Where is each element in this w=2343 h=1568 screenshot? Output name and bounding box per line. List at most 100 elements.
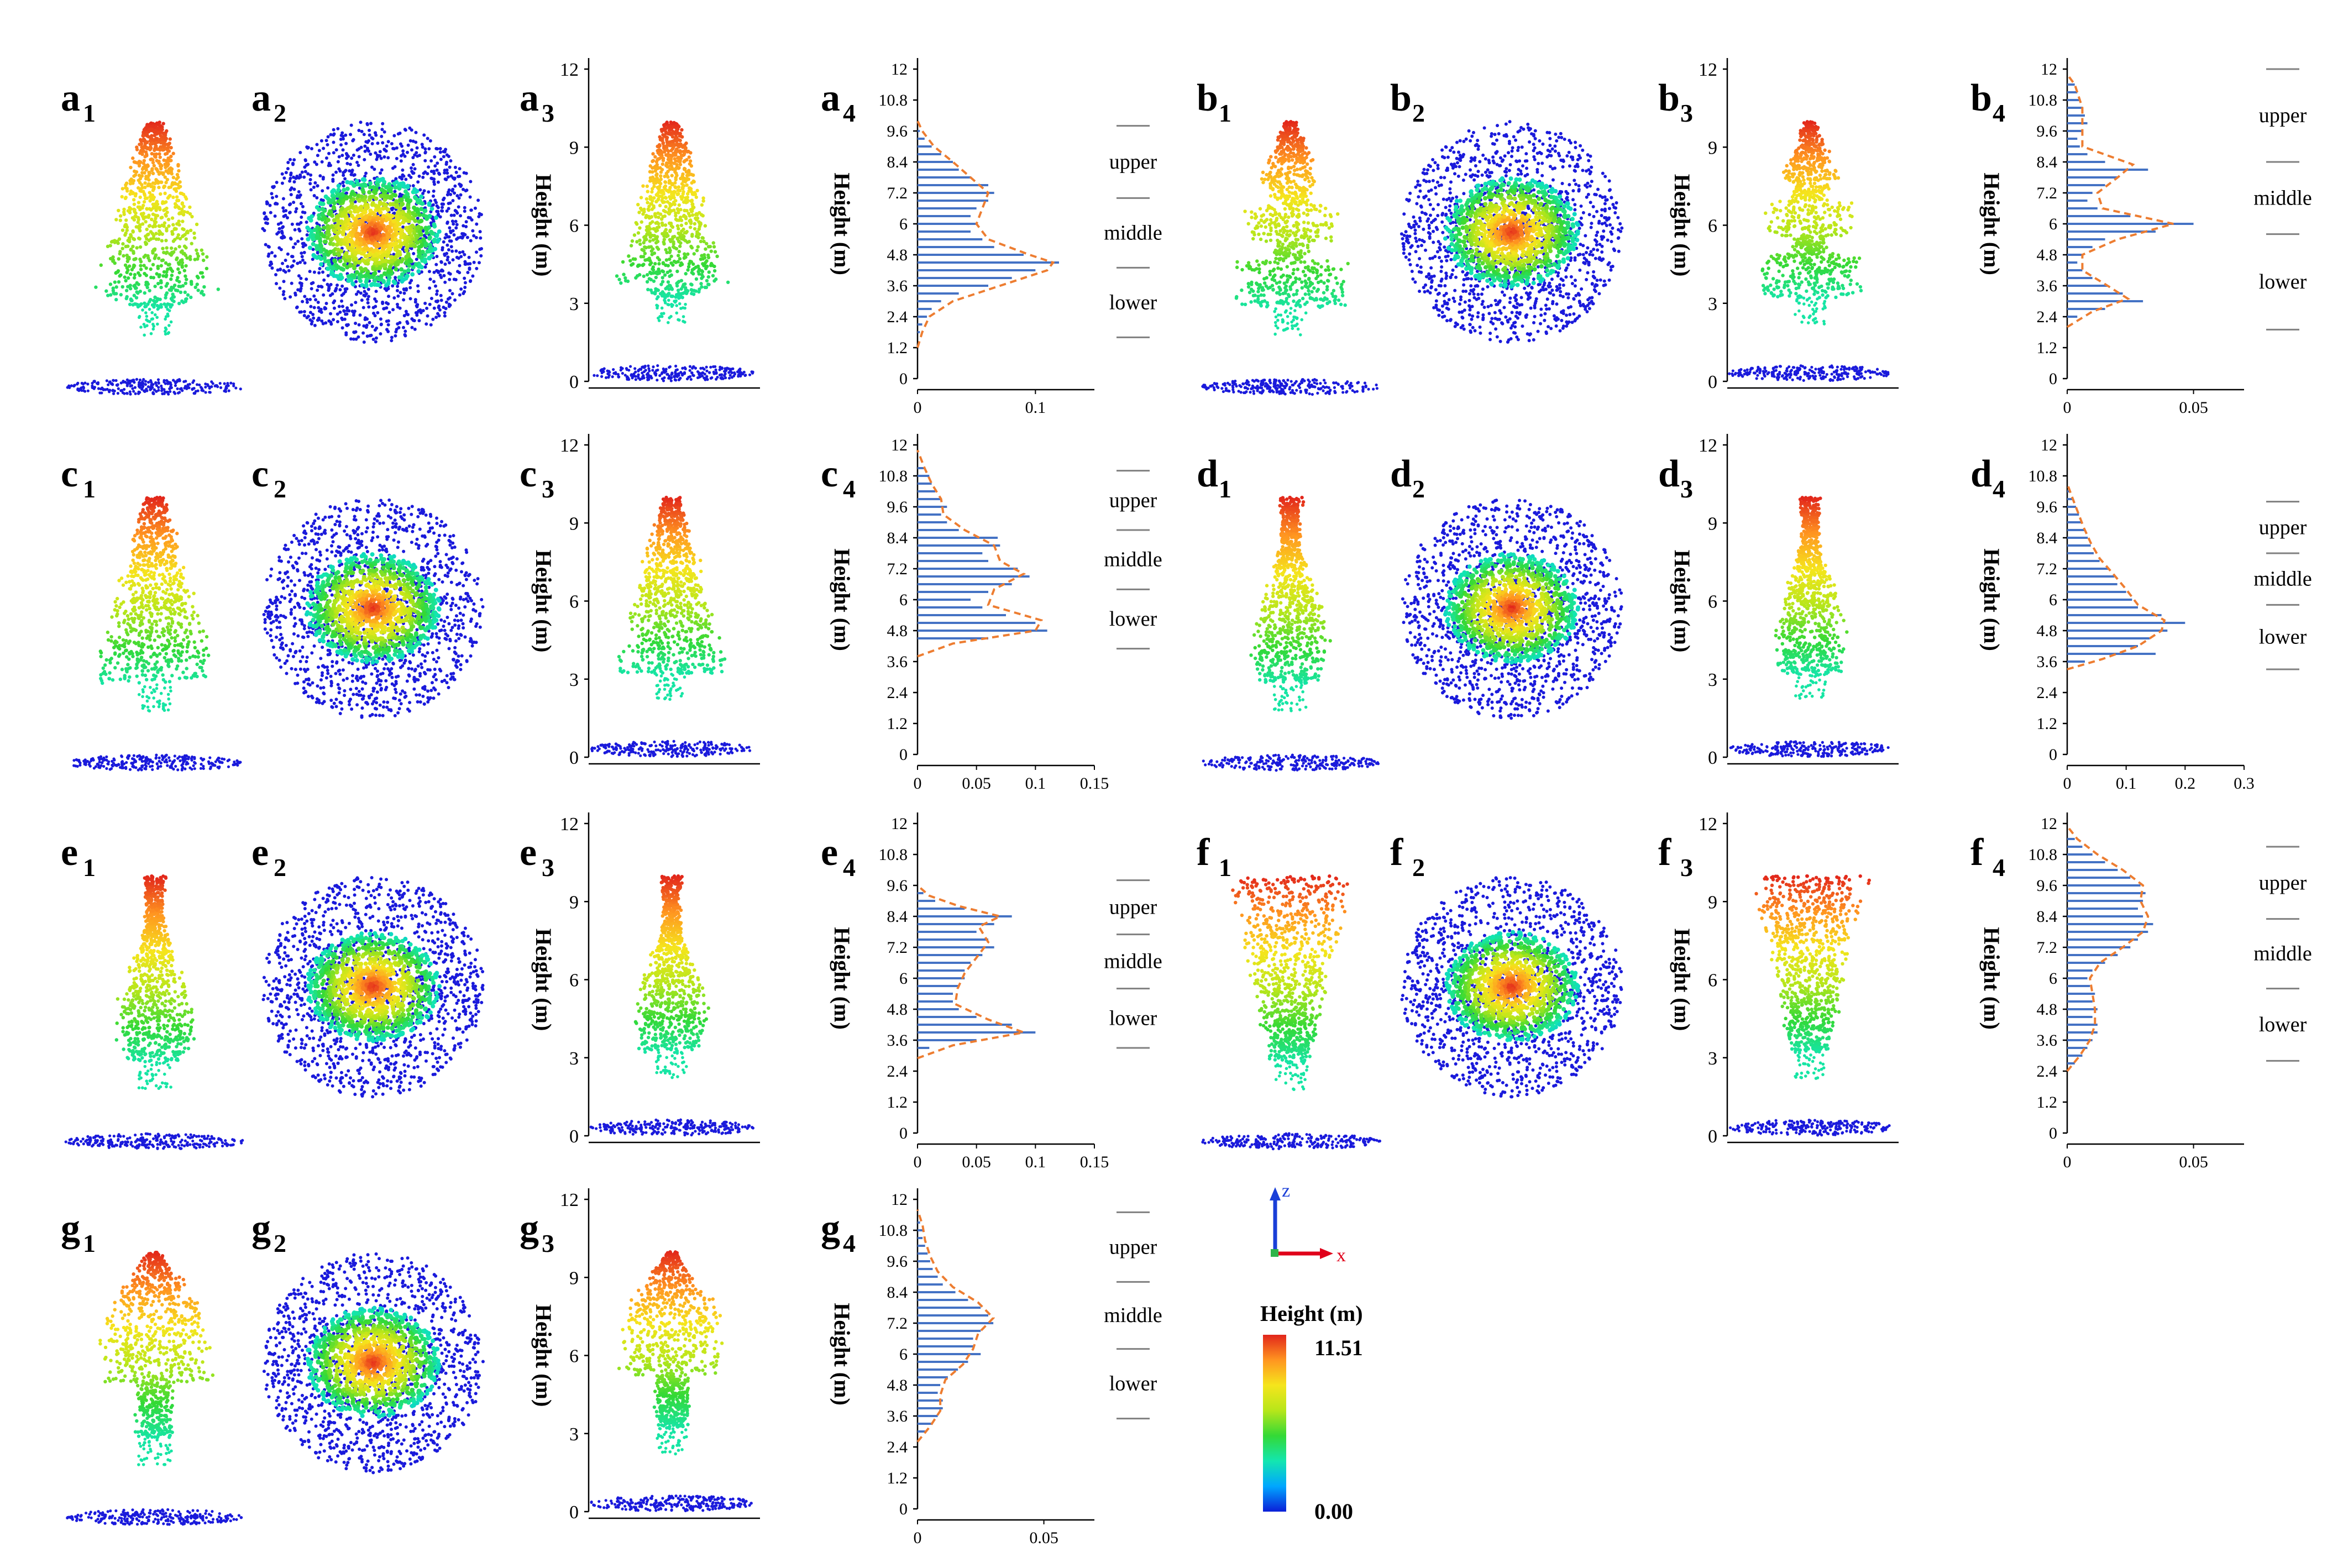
ground-point [179, 387, 182, 390]
crown-point [114, 292, 118, 295]
crown-point [161, 122, 165, 125]
crown-point [132, 230, 135, 233]
ground-point [174, 384, 177, 387]
crown-point [137, 201, 140, 204]
crown-point [122, 210, 125, 213]
ground-point [72, 385, 75, 387]
crown-point [167, 224, 170, 228]
ground-point [106, 379, 108, 382]
crown-point [138, 164, 141, 167]
ground-point [112, 392, 115, 395]
ground-point [204, 391, 207, 394]
ground-point [175, 380, 177, 383]
crown-point [138, 181, 141, 184]
crown-point [164, 239, 167, 242]
ground-point [117, 392, 119, 395]
crown-point [164, 166, 167, 169]
crown-point [123, 233, 127, 237]
ground-point [126, 379, 129, 381]
crown-point [139, 177, 142, 180]
crown-point [171, 216, 174, 219]
ground-point [224, 389, 227, 391]
crown-point [148, 148, 151, 151]
figure-canvas: a 1 a 2 a 3036912Height (m)a 401.22.43.64.867.… [0, 0, 2343, 1568]
crown-point [184, 264, 187, 268]
ground-point [117, 387, 120, 390]
ground-point [239, 387, 242, 390]
crown-point [143, 155, 146, 158]
ground-point [108, 381, 111, 384]
crown-point [205, 255, 208, 259]
crown-point [151, 232, 154, 235]
ground-point [129, 381, 132, 384]
crown-point [148, 191, 151, 194]
crown-point [164, 284, 167, 287]
crown-point [133, 214, 137, 218]
crown-point [188, 258, 192, 261]
crown-point [151, 206, 155, 209]
crown-point [190, 242, 193, 245]
ground-point [208, 386, 211, 389]
crown-point [194, 286, 197, 289]
crown-point [166, 145, 170, 149]
crown-point [121, 187, 124, 190]
ground-point [151, 383, 154, 386]
crown-point [135, 148, 139, 151]
ground-point [178, 379, 181, 381]
ground-point [154, 381, 157, 384]
crown-point [146, 233, 149, 237]
crown-point [146, 164, 149, 167]
crown-point [158, 206, 161, 209]
crown-point [159, 130, 163, 134]
ground-point [169, 390, 171, 393]
crown-point [156, 127, 160, 130]
crown-point [169, 166, 172, 170]
crown-point [151, 172, 155, 175]
ground-point [186, 384, 189, 387]
crown-point [185, 237, 188, 240]
crown-point [133, 276, 136, 279]
crown-point [184, 291, 187, 294]
crown-point [135, 246, 138, 249]
crown-point [154, 208, 158, 212]
crown-point [160, 181, 163, 184]
crown-point [148, 300, 151, 303]
crown-point [186, 293, 190, 297]
crown-point [153, 164, 156, 167]
crown-point [159, 279, 163, 282]
crown-point [151, 161, 155, 164]
crown-point [131, 156, 134, 160]
crown-point [158, 152, 161, 155]
ground-point [76, 387, 79, 390]
crown-point [174, 202, 177, 206]
crown-point [154, 178, 158, 181]
crown-point [182, 228, 185, 231]
crown-point [125, 297, 128, 300]
crown-point [178, 271, 181, 274]
crown-point [124, 183, 127, 186]
crown-point [114, 298, 118, 301]
ground-point [157, 389, 160, 392]
ground-point [157, 378, 160, 381]
crown-point [154, 146, 157, 149]
crown-point [154, 217, 157, 220]
crown-point [135, 296, 138, 299]
crown-point [94, 285, 97, 289]
crown-point [181, 265, 184, 269]
crown-point [137, 305, 140, 308]
trunk-point [148, 308, 151, 311]
ground-point [107, 384, 109, 386]
crown-point [118, 237, 121, 240]
ground-point [152, 392, 155, 395]
crown-point [141, 222, 144, 226]
crown-point [129, 182, 132, 185]
crown-point [157, 186, 160, 189]
ground-point [135, 378, 138, 381]
crown-point [176, 173, 179, 176]
crown-point [171, 298, 174, 302]
crown-point [154, 129, 157, 133]
crown-point [189, 229, 192, 232]
crown-point [163, 185, 166, 188]
crown-point [158, 275, 161, 278]
crown-point [170, 274, 174, 277]
